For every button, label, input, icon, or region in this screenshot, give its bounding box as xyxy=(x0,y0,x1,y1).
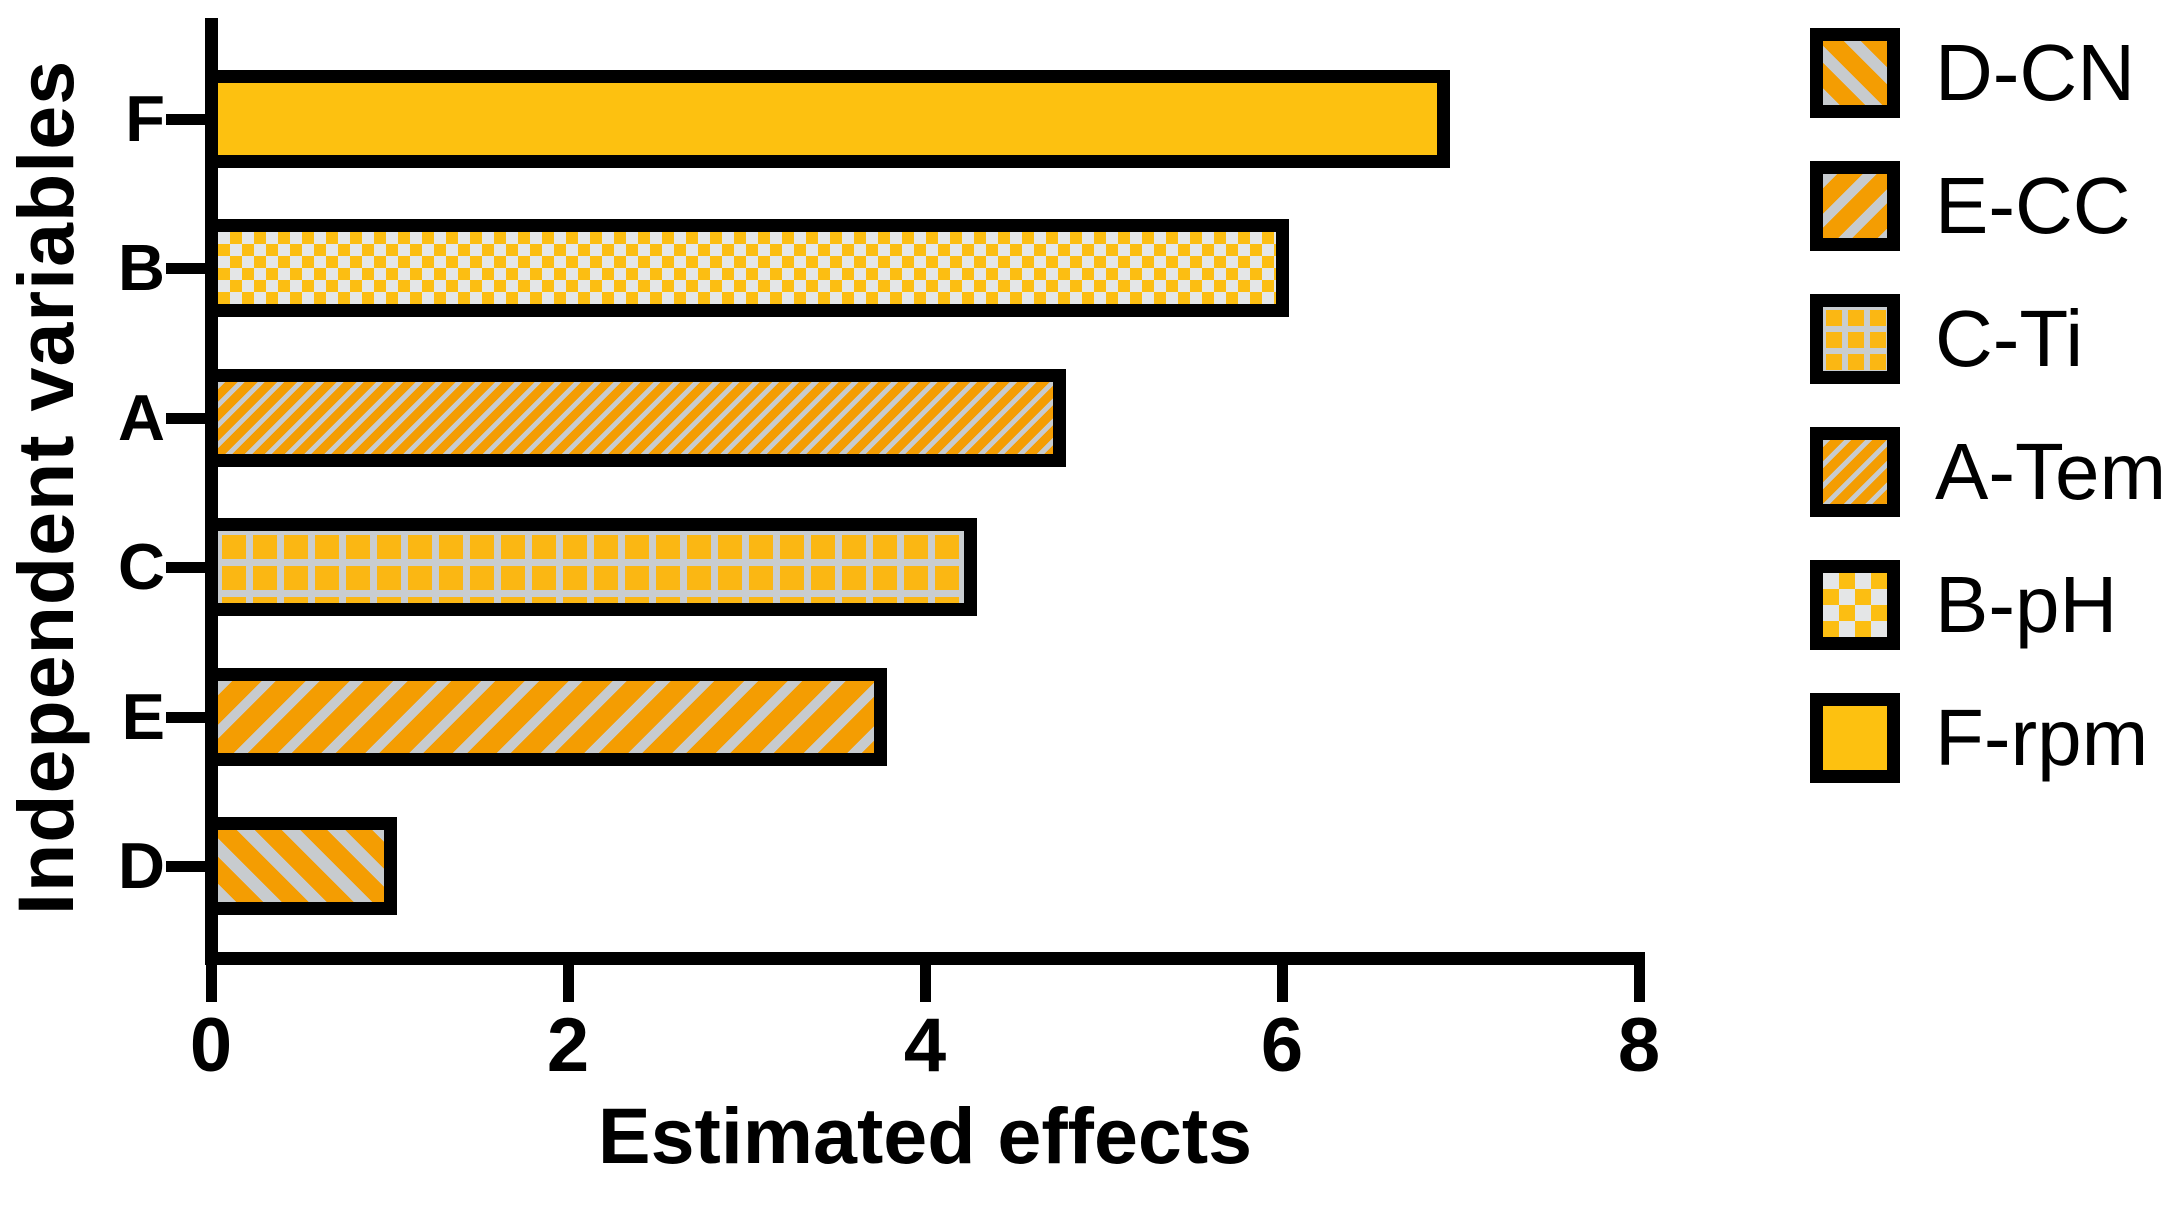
bar-D xyxy=(205,817,397,915)
y-tick-F xyxy=(166,114,205,125)
x-tick-4 xyxy=(919,952,931,1002)
category-label-A: A xyxy=(118,380,165,454)
x-tick-label-8: 8 xyxy=(1617,1003,1661,1088)
legend-label-C-Ti: C-Ti xyxy=(1935,294,2084,383)
category-label-E: E xyxy=(121,679,165,753)
bar-E xyxy=(205,667,887,766)
x-tick-2 xyxy=(562,952,574,1002)
bar-A xyxy=(205,368,1066,467)
legend-swatch-F-rpm xyxy=(1810,693,1900,783)
legend-swatch-A-Tem xyxy=(1810,427,1900,517)
category-label-B: B xyxy=(118,231,165,305)
x-tick-8 xyxy=(1633,952,1645,1002)
category-label-C: C xyxy=(118,530,165,604)
legend-label-A-Tem: A-Tem xyxy=(1935,427,2167,516)
x-tick-6 xyxy=(1276,952,1288,1002)
x-tick-label-4: 4 xyxy=(903,1003,947,1088)
y-tick-C xyxy=(166,562,205,574)
legend-label-E-CC: E-CC xyxy=(1935,161,2131,250)
x-axis-title: Estimated effects xyxy=(597,1091,1253,1180)
legend-label-D-CN: D-CN xyxy=(1935,28,2135,117)
y-tick-A xyxy=(166,412,205,424)
bar-C xyxy=(205,518,977,617)
y-axis-title: Independent variables xyxy=(1,59,90,916)
x-tick-label-6: 6 xyxy=(1260,1003,1304,1088)
legend-swatch-E-CC xyxy=(1810,161,1900,251)
x-tick-0 xyxy=(205,952,217,1002)
category-label-F: F xyxy=(125,82,165,155)
legend-label-F-rpm: F-rpm xyxy=(1935,693,2149,782)
y-tick-B xyxy=(166,263,205,275)
bar-F xyxy=(205,70,1450,168)
x-tick-label-2: 2 xyxy=(546,1003,590,1088)
y-tick-D xyxy=(166,861,205,872)
category-label-D: D xyxy=(118,829,165,902)
legend-label-B-pH: B-pH xyxy=(1935,560,2118,649)
legend-swatch-C-Ti xyxy=(1810,294,1900,384)
y-tick-E xyxy=(166,711,205,723)
legend-swatch-B-pH xyxy=(1810,560,1900,650)
legend-swatch-D-CN xyxy=(1810,28,1900,118)
x-tick-label-0: 0 xyxy=(189,1003,233,1088)
bar-B xyxy=(205,219,1289,318)
